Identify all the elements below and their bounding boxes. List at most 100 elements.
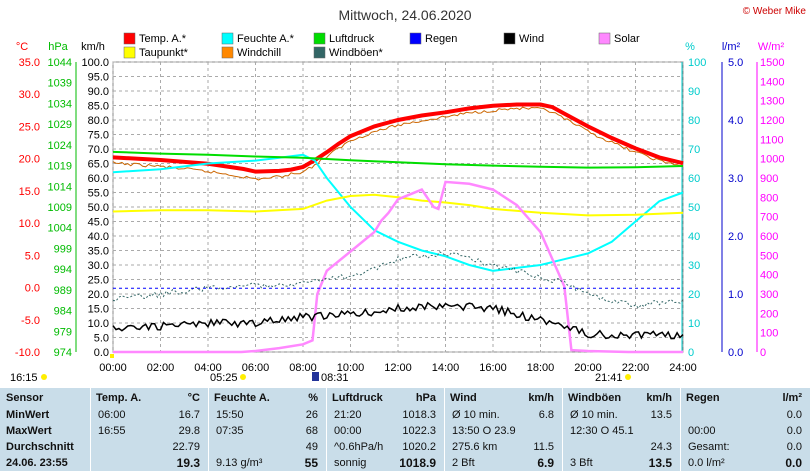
axis-tick: 20	[688, 289, 700, 301]
stats-cell: 0.0	[786, 425, 802, 437]
axis-tick: 1.0	[728, 289, 743, 301]
axis-tick: 984	[54, 306, 72, 318]
stats-cell: Gesamt:	[688, 441, 730, 453]
stats-cell: 1018.9	[399, 456, 436, 470]
axis-tick: 60.0	[88, 173, 109, 185]
series-line-solar	[113, 180, 683, 354]
stats-cell: 19.3	[176, 456, 200, 470]
legend-swatch	[313, 32, 326, 45]
axis-tick: 10.0	[19, 218, 40, 230]
stats-cell: 06:00	[98, 409, 126, 421]
axis-tick: 900	[760, 173, 778, 185]
axis-tick: 700	[760, 212, 778, 224]
axis-unit: km/h	[81, 41, 105, 53]
axis-tick: 2.0	[728, 231, 743, 243]
x-tick: 18:00	[527, 362, 555, 374]
axis-tick: 979	[54, 326, 72, 338]
legend-swatch	[503, 32, 516, 45]
stats-cell: sonnig	[334, 457, 367, 469]
stats-cell: 13:50 O 23.9	[452, 425, 516, 437]
x-tick: 10:00	[337, 362, 365, 374]
moon-icon	[312, 372, 319, 381]
legend-swatch	[313, 46, 326, 59]
axis-tick: 0.0	[25, 283, 40, 295]
stats-cell: ^0.6hPa/h	[334, 441, 384, 453]
axis-tick: 1039	[48, 78, 72, 90]
x-tick: 14:00	[432, 362, 460, 374]
axis-tick: 1009	[48, 202, 72, 214]
series-line-temp-a-	[112, 102, 684, 174]
stats-cell: 6.9	[537, 456, 554, 470]
stats-cell: km/h	[528, 392, 554, 404]
axis-tick: 40	[688, 231, 700, 243]
axis-tick: 30.0	[88, 260, 109, 272]
stats-cell: Sensor	[6, 392, 44, 404]
series-line-feuchte-a-	[112, 153, 684, 272]
legend-label: Windböen*	[329, 47, 384, 59]
stats-cell: MinWert	[6, 409, 50, 421]
stats-cell: hPa	[415, 392, 436, 404]
axis-tick: 10	[688, 318, 700, 330]
axis-tick: 300	[760, 289, 778, 301]
stats-cell: 11.5	[533, 441, 554, 453]
legend-swatch	[221, 32, 234, 45]
stats-cell: Wind	[450, 392, 477, 404]
axis-tick: 45.0	[88, 217, 109, 229]
stats-cell: MaxWert	[6, 425, 52, 437]
axis-tick: 40.0	[88, 231, 109, 243]
stats-divider	[326, 388, 327, 471]
axis-tick: -10.0	[15, 347, 40, 359]
stats-cell: 15:50	[216, 409, 244, 421]
stats-cell: 0.0 l/m²	[688, 457, 725, 469]
axis-tick: 1300	[760, 96, 784, 108]
stats-cell: Regen	[686, 392, 720, 404]
axis-unit: W/m²	[758, 41, 785, 53]
stats-cell: 22.79	[172, 441, 200, 453]
stats-panel: Luftdruck hPa 21:20 1018.3 00:00 1022.3 ^0.6hP…	[326, 388, 444, 471]
axis-tick: 90.0	[88, 86, 109, 98]
stats-cell: 55	[304, 456, 318, 470]
stats-cell: 12:30 O 45.1	[570, 425, 634, 437]
stats-panel: Feuchte A.% 15:50 26 07:35 68 49 9.13 g/m³ 55	[208, 388, 326, 471]
sunset-icon	[625, 374, 631, 380]
axis-tick: 25.0	[19, 121, 40, 133]
axis-tick: 60	[688, 173, 700, 185]
axis-tick: 100	[760, 328, 778, 340]
stats-cell: 68	[305, 425, 318, 437]
marker-label: 05:25	[210, 372, 238, 384]
stats-cell: 07:35	[216, 425, 244, 437]
stats-cell: 6.8	[538, 409, 554, 421]
stats-cell: 21:20	[334, 409, 362, 421]
legend-swatch	[221, 46, 234, 59]
stats-cell: 0.0	[785, 456, 802, 470]
axis-tick: 4.0	[728, 115, 743, 127]
stats-panel: Sensor MinWert MaxWert Durchschnitt 24.06. 2…	[0, 388, 90, 471]
x-tick: 12:00	[384, 362, 412, 374]
axis-tick: 55.0	[88, 188, 109, 200]
credit-text: © Weber Mike	[743, 6, 807, 17]
axis-tick: 35.0	[88, 246, 109, 258]
x-tick: 20:00	[574, 362, 602, 374]
series-line-wind	[112, 301, 684, 340]
axis-tick: 1200	[760, 115, 784, 127]
legend-label: Wind	[519, 33, 544, 45]
axis-tick: 1029	[48, 119, 72, 131]
axis-unit: hPa	[48, 41, 68, 53]
legend-label: Regen	[425, 33, 457, 45]
legend-swatch	[123, 32, 136, 45]
stats-cell: km/h	[646, 392, 672, 404]
x-tick: 16:00	[479, 362, 507, 374]
stats-cell: 0.0	[786, 441, 802, 453]
stats-panel: Windböen km/h Ø 10 min. 13.5 12:30 O 45.1 24.…	[562, 388, 680, 471]
x-tick: 00:00	[99, 362, 127, 374]
axis-tick: 200	[760, 308, 778, 320]
stats-cell: 00:00	[334, 425, 362, 437]
axis-tick: 20.0	[88, 289, 109, 301]
axis-tick: 95.0	[88, 72, 109, 84]
axis-tick: 1400	[760, 76, 784, 88]
stats-cell: 00:00	[688, 425, 716, 437]
axis-tick: 100.0	[81, 57, 109, 69]
stats-panel: Wind km/h Ø 10 min. 6.8 13:50 O 23.9 275.6 km…	[444, 388, 562, 471]
stats-cell: 16:55	[98, 425, 126, 437]
stats-cell: Windböen	[568, 392, 622, 404]
